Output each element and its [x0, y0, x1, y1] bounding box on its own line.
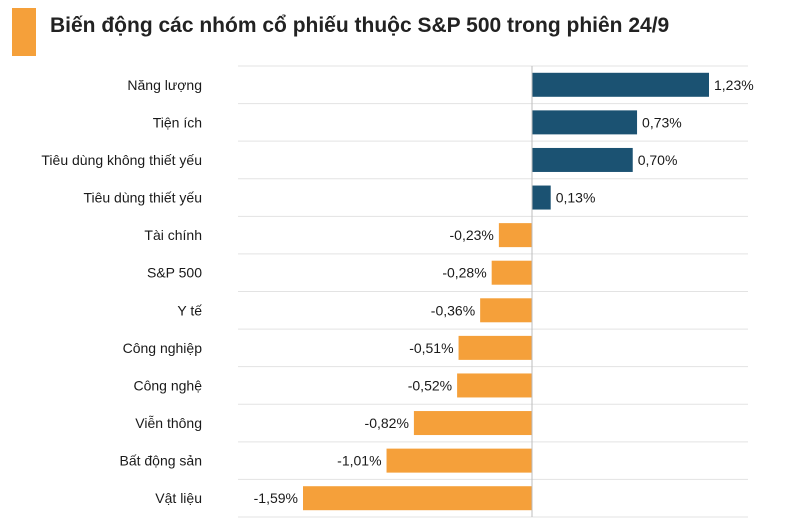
value-label: -0,36% [431, 302, 475, 318]
category-label: S&P 500 [147, 265, 202, 281]
category-label: Tiêu dùng không thiết yếu [41, 152, 202, 168]
value-label: 0,13% [556, 190, 596, 206]
category-label: Vật liệu [155, 490, 202, 506]
value-label: 0,73% [642, 114, 682, 130]
value-label: -1,59% [254, 490, 298, 506]
category-label: Công nghiệp [123, 340, 203, 356]
bar [532, 110, 638, 135]
category-label: Tiện ích [153, 114, 202, 130]
category-label: Năng lượng [127, 77, 202, 93]
category-label: Công nghệ [133, 377, 202, 393]
value-label: -0,82% [365, 415, 409, 431]
bar [480, 298, 532, 323]
bar [458, 335, 532, 360]
value-label: -0,52% [408, 377, 452, 393]
bar [491, 260, 532, 285]
bar [457, 373, 532, 398]
category-label: Viễn thông [135, 415, 202, 431]
value-label: -0,51% [409, 340, 453, 356]
bar [532, 147, 633, 172]
category-label: Tài chính [144, 227, 202, 243]
bar [498, 223, 532, 248]
value-label: -0,28% [442, 265, 486, 281]
value-label: -1,01% [337, 453, 381, 469]
bar [532, 185, 551, 210]
bar [386, 448, 532, 473]
bar [303, 486, 532, 511]
value-label: 1,23% [714, 77, 754, 93]
bar [532, 72, 709, 97]
category-label: Y tế [177, 302, 202, 318]
title-accent-bar [12, 8, 36, 56]
value-label: 0,70% [638, 152, 678, 168]
bar [413, 411, 532, 436]
category-label: Tiêu dùng thiết yếu [83, 190, 202, 206]
value-label: -0,23% [450, 227, 494, 243]
chart-title: Biến động các nhóm cổ phiếu thuộc S&P 50… [50, 14, 670, 37]
category-label: Bất động sản [119, 453, 202, 469]
